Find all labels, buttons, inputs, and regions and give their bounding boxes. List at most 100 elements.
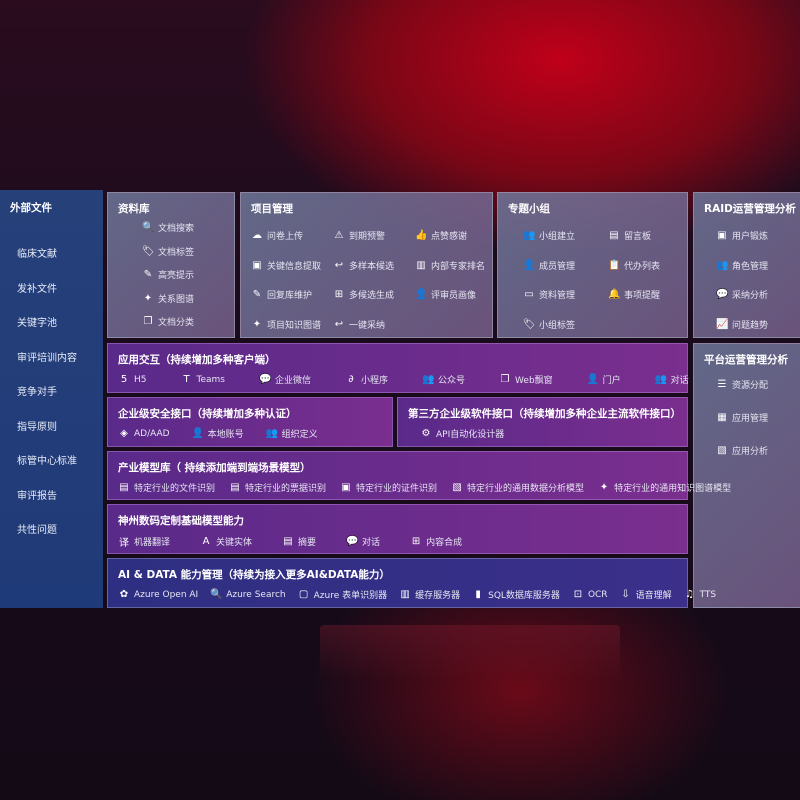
list-item[interactable]: 🔍 Azure Search bbox=[210, 588, 285, 601]
list-item[interactable]: ❐ Web飘窗 bbox=[499, 373, 553, 386]
compose-icon: ⊞ bbox=[411, 536, 421, 547]
list-item[interactable]: 🔍 文档搜索 bbox=[142, 221, 194, 234]
list-item[interactable]: ▮ SQL数据库服务器 bbox=[472, 588, 560, 601]
window-icon: ❐ bbox=[500, 374, 510, 385]
item-label: 对话 bbox=[670, 376, 689, 386]
form-icon: ▢ bbox=[298, 589, 309, 600]
list-item[interactable]: ▣ 关键信息提取 bbox=[251, 259, 321, 272]
wechat-icon: 💬 bbox=[258, 374, 272, 385]
list-item[interactable]: 📋 代办列表 bbox=[608, 259, 660, 272]
list-item[interactable]: ✎ 回复库维护 bbox=[251, 288, 312, 301]
list-item[interactable]: 🔔 事项提醒 bbox=[608, 288, 660, 301]
list-item[interactable]: 📈 问题趋势 bbox=[716, 318, 768, 331]
list-item[interactable]: ▥ 缓存服务器 bbox=[399, 588, 460, 601]
list-item[interactable]: ▧ 特定行业的通用数据分析模型 bbox=[451, 481, 584, 494]
entity-icon: A bbox=[202, 536, 210, 547]
list-item[interactable]: ▣ 用户锻炼 bbox=[716, 229, 768, 242]
list-item[interactable]: ☁ 问卷上传 bbox=[251, 229, 303, 242]
list-item[interactable]: ▣ 特定行业的证件识别 bbox=[340, 481, 437, 494]
list-item[interactable]: 👥 公众号 bbox=[422, 373, 465, 386]
list-item[interactable]: 👥 角色管理 bbox=[716, 259, 768, 272]
translate-icon: 译 bbox=[119, 538, 129, 549]
item-row: ✿ Azure Open AI 🔍 Azure Search ▢ Azure 表单识别器 ▥… bbox=[118, 588, 716, 601]
list-item[interactable]: ▦ 应用管理 bbox=[716, 411, 768, 424]
item-label: 本地账号 bbox=[207, 430, 244, 440]
list-item[interactable]: 💬 对话 bbox=[346, 534, 380, 549]
list-item[interactable]: 🏷 小组标签 bbox=[523, 318, 575, 331]
list-item[interactable]: ◈ AD/AAD bbox=[118, 427, 169, 440]
list-item[interactable]: 👤 成员管理 bbox=[523, 259, 575, 272]
list-item[interactable]: ▤ 特定行业的票据识别 bbox=[229, 481, 326, 494]
item-label: 特定行业的通用知识图谱模型 bbox=[614, 484, 732, 494]
list-item[interactable]: ▧ 应用分析 bbox=[716, 444, 768, 457]
list-item[interactable]: ▭ 资料管理 bbox=[523, 288, 575, 301]
list-item[interactable]: 👤 评审员画像 bbox=[415, 288, 476, 301]
sidebar-item[interactable]: 临床文献 bbox=[17, 249, 57, 260]
list-item[interactable]: ✿ Azure Open AI bbox=[118, 588, 198, 601]
list-item[interactable]: ↩ 一键采纳 bbox=[333, 318, 385, 331]
list-item[interactable]: 👥 组织定义 bbox=[266, 427, 318, 440]
list-item[interactable]: ▢ Azure 表单识别器 bbox=[298, 588, 387, 601]
item-label: 企业微信 bbox=[274, 376, 311, 386]
list-item[interactable]: ❐ 文档分类 bbox=[142, 315, 195, 328]
item-label: 公众号 bbox=[438, 376, 466, 386]
list-item[interactable]: 5 H5 bbox=[118, 373, 147, 386]
item-label: Web飘窗 bbox=[515, 376, 553, 386]
panel-title: 企业级安全接口（持续增加多种认证） bbox=[118, 408, 297, 420]
data-icon: ▧ bbox=[452, 482, 462, 493]
list-item[interactable]: 👥 小组建立 bbox=[523, 229, 575, 242]
list-item[interactable]: ⚙ API自动化设计器 bbox=[420, 427, 505, 440]
panel-title: 产业模型库（ 持续添加端到端场景模型） bbox=[118, 462, 311, 474]
list-item[interactable]: ✦ 关系图谱 bbox=[142, 292, 194, 305]
list-item[interactable]: A 关键实体 bbox=[200, 534, 252, 549]
list-item[interactable]: ▤ 留言板 bbox=[608, 229, 651, 242]
list-item[interactable]: ▥ 内部专家排名 bbox=[415, 259, 485, 272]
tag-icon: 🏷 bbox=[523, 318, 536, 330]
item-label: 机器翻译 bbox=[134, 538, 171, 548]
chat-users-icon: 👥 bbox=[654, 374, 668, 385]
puzzle-icon: ⊞ bbox=[334, 289, 344, 300]
sidebar-item[interactable]: 审评报告 bbox=[17, 490, 57, 502]
list-item[interactable]: 👤 门户 bbox=[587, 373, 621, 386]
sidebar-item[interactable]: 审评培训内容 bbox=[17, 352, 77, 364]
sidebar-item[interactable]: 共性问题 bbox=[17, 525, 57, 536]
list-item[interactable]: ⚠ 到期预警 bbox=[333, 229, 386, 242]
security-panel: 企业级安全接口（持续增加多种认证） ◈ AD/AAD 👤 本地账号 👥 组织定义 bbox=[107, 397, 393, 447]
list-item[interactable]: 💬 企业微信 bbox=[259, 373, 311, 386]
base-model-panel: 神州数码定制基础模型能力译机器翻译 A 关键实体 ▤ 摘要 💬 对话 ⊞ 内容合成 bbox=[107, 504, 688, 554]
list-item[interactable]: ↩ 多样本候选 bbox=[333, 259, 394, 272]
list-item[interactable]: ⊡ OCR bbox=[572, 588, 608, 601]
list-item[interactable]: ✦ 特定行业的通用知识图谱模型 bbox=[598, 481, 731, 494]
item-label: 问卷上传 bbox=[267, 232, 304, 242]
list-item[interactable]: 译机器翻译 bbox=[118, 534, 170, 549]
chat-icon: 💬 bbox=[346, 536, 359, 547]
bbs-icon: ▤ bbox=[609, 230, 619, 241]
list-item[interactable]: ▤ 特定行业的文件识别 bbox=[118, 481, 215, 494]
list-item[interactable]: ⊞ 内容合成 bbox=[410, 534, 462, 549]
sidebar-item[interactable]: 竞争对手 bbox=[17, 387, 57, 398]
list-item[interactable]: ✦ 项目知识图谱 bbox=[251, 318, 321, 331]
list-item[interactable]: 💬 采纳分析 bbox=[716, 288, 768, 301]
sidebar-item[interactable]: 标管中心标准 bbox=[17, 456, 77, 467]
list-item[interactable]: ☰ 资源分配 bbox=[716, 378, 769, 391]
list-item[interactable]: 👥 对话 bbox=[655, 373, 689, 386]
item-label: 语音理解 bbox=[635, 591, 672, 601]
list-item[interactable]: ∂ 小程序 bbox=[345, 373, 388, 386]
list-item[interactable]: 👍 点赞感谢 bbox=[415, 229, 467, 242]
sidebar-item[interactable]: 发补文件 bbox=[17, 283, 57, 295]
list-item[interactable]: 👤 本地账号 bbox=[192, 427, 244, 440]
item-row: ◈ AD/AAD 👤 本地账号 👥 组织定义 bbox=[118, 427, 384, 440]
list-item[interactable]: ▤ 摘要 bbox=[282, 534, 316, 549]
list-item[interactable]: 🏷 文档标签 bbox=[142, 245, 194, 258]
list-item[interactable]: ⊞ 多候选生成 bbox=[333, 288, 394, 301]
sidebar-item[interactable]: 指导原则 bbox=[17, 421, 57, 433]
list-item[interactable]: ⇩ 语音理解 bbox=[620, 588, 672, 601]
users-icon: 👥 bbox=[716, 259, 729, 271]
sidebar-item[interactable]: 关键字池 bbox=[17, 318, 57, 329]
document-copy-icon: ❐ bbox=[143, 316, 153, 327]
list-item[interactable]: ✎ 高亮提示 bbox=[142, 268, 194, 281]
item-label: 内部专家排名 bbox=[431, 261, 486, 272]
platform-panel: 平台运营管理分析 ☰ 资源分配 ▦ 应用管理 ▧ 应用分析 bbox=[693, 343, 800, 608]
list-item[interactable]: T Teams bbox=[181, 373, 225, 386]
list-item[interactable]: ♫ TTS bbox=[684, 588, 716, 601]
